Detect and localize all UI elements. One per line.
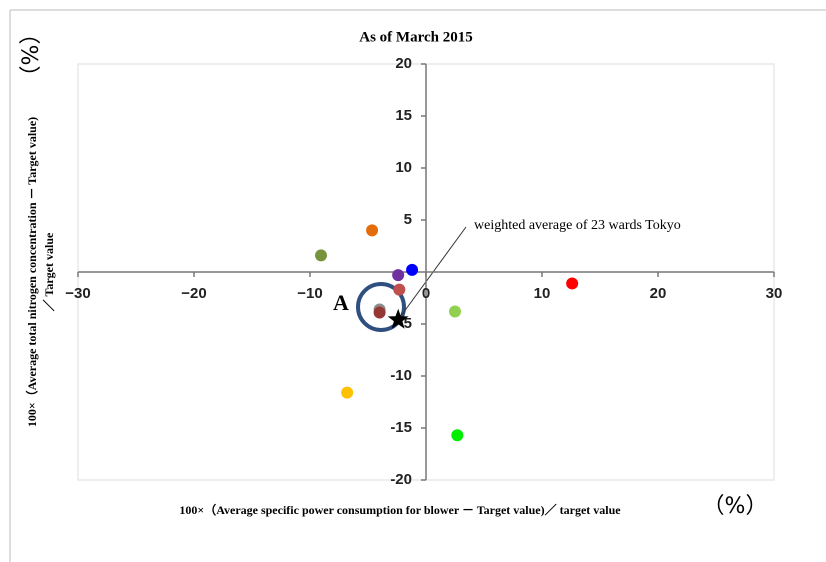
point [366, 224, 379, 237]
x-tick-label: −10 [297, 285, 322, 302]
y-unit: （%） [19, 23, 44, 88]
y-tick-label: 10 [395, 159, 412, 176]
y-axis-label: 100×（Average total nitrogen concentratio… [24, 117, 39, 427]
y-tick-label: 15 [395, 107, 412, 124]
point [566, 277, 579, 290]
highlight-circle [356, 282, 406, 332]
y-tick-label: -15 [390, 419, 412, 436]
x-unit: （%） [703, 494, 768, 519]
x-tick-label: 10 [534, 285, 551, 302]
annotation-text: weighted average of 23 wards Tokyo [474, 218, 681, 233]
chart-title: As of March 2015 [359, 29, 472, 45]
y-tick-label: 5 [404, 211, 412, 228]
x-axis-label: 100×（Average specific power consumption … [179, 502, 621, 517]
point [449, 305, 461, 318]
y-tick-label: -20 [390, 471, 412, 488]
x-tick-label: −20 [181, 285, 206, 302]
star-point [387, 308, 409, 329]
x-tick-label: 20 [650, 285, 667, 302]
point [406, 263, 419, 276]
point [373, 306, 386, 319]
y-axis-label: ／ Target value [41, 232, 56, 311]
point [315, 249, 328, 262]
y-tick-label: 20 [395, 55, 412, 72]
x-tick-label: 0 [422, 285, 430, 302]
annotation-arrow [397, 226, 467, 321]
annotation-label: A [333, 290, 349, 315]
point [393, 283, 406, 296]
y-tick-label: -10 [390, 367, 412, 384]
point [341, 386, 354, 399]
x-tick-label: 30 [766, 285, 783, 302]
point [451, 429, 464, 442]
point [392, 269, 405, 282]
x-tick-label: −30 [65, 285, 90, 302]
